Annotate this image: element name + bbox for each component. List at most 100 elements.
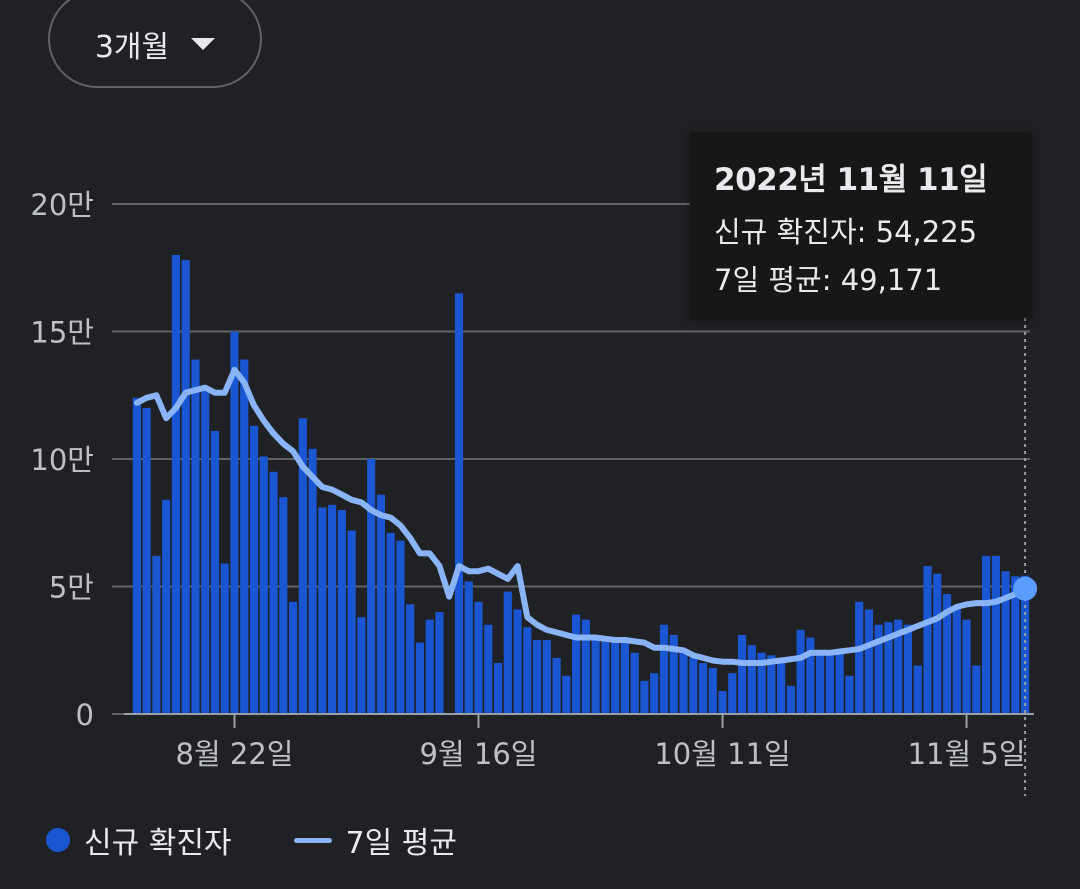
y-tick-label: 20만 bbox=[30, 188, 94, 222]
bar bbox=[777, 657, 786, 714]
bar bbox=[162, 499, 171, 714]
legend-bar-swatch-icon bbox=[46, 828, 70, 852]
bar bbox=[396, 540, 405, 714]
bar bbox=[933, 573, 942, 714]
bar bbox=[181, 260, 190, 714]
bar bbox=[903, 624, 913, 714]
bar bbox=[806, 637, 815, 714]
bar bbox=[728, 673, 737, 714]
bar bbox=[201, 387, 210, 714]
bar bbox=[298, 418, 307, 714]
bar bbox=[737, 634, 747, 714]
bar bbox=[962, 619, 971, 714]
y-tick-label: 5만 bbox=[49, 571, 94, 605]
bar bbox=[952, 606, 961, 714]
bar bbox=[816, 650, 825, 714]
bar bbox=[767, 655, 776, 714]
bar bbox=[620, 640, 630, 714]
range-selector-label: 3개월 bbox=[94, 30, 170, 65]
bar bbox=[259, 456, 268, 714]
caret-down-icon bbox=[191, 38, 216, 50]
bar bbox=[689, 657, 698, 714]
bar bbox=[601, 640, 610, 714]
bar bbox=[864, 609, 874, 714]
bar bbox=[230, 331, 239, 714]
bar bbox=[825, 655, 834, 714]
legend-line-swatch-icon bbox=[293, 837, 332, 843]
bar bbox=[425, 619, 434, 714]
bar bbox=[581, 619, 590, 714]
bar bbox=[611, 637, 620, 714]
bar bbox=[132, 397, 141, 714]
bar bbox=[572, 614, 581, 714]
bar bbox=[152, 555, 161, 714]
bars-new-cases bbox=[132, 255, 1030, 714]
bar bbox=[288, 601, 298, 714]
legend-line-label: 7일 평균 bbox=[345, 826, 457, 861]
bar bbox=[855, 601, 864, 714]
bar bbox=[454, 293, 464, 714]
y-tick-label: 0 bbox=[76, 698, 94, 732]
tooltip-new-cases-value: 54,225 bbox=[875, 215, 978, 249]
bar bbox=[669, 634, 678, 714]
y-tick-label: 10만 bbox=[30, 443, 94, 477]
tooltip-date: 2022년 11월 11일 bbox=[714, 162, 988, 198]
bar bbox=[650, 673, 659, 714]
bar bbox=[406, 604, 415, 714]
bar bbox=[630, 652, 639, 714]
bar bbox=[210, 430, 220, 714]
bar bbox=[894, 619, 903, 714]
bar bbox=[191, 359, 200, 714]
y-tick-label: 15만 bbox=[30, 316, 94, 350]
bar bbox=[484, 624, 493, 714]
bar bbox=[991, 555, 1000, 714]
bar bbox=[318, 507, 327, 714]
bar bbox=[698, 663, 708, 714]
avg-line-group bbox=[133, 366, 1029, 666]
bar bbox=[171, 255, 181, 714]
bar bbox=[493, 663, 503, 714]
bar bbox=[240, 359, 249, 714]
bar bbox=[474, 601, 483, 714]
bar bbox=[679, 652, 688, 714]
tooltip-avg: 7일 평균: 49,171 bbox=[714, 263, 943, 297]
chart-legend: 신규 확진자 7일 평균 bbox=[46, 818, 457, 862]
bar bbox=[972, 665, 981, 714]
x-tick-label: 11월 5일 bbox=[908, 737, 1026, 771]
bar bbox=[328, 504, 337, 714]
x-axis-labels: 8월 22일 9월 16일 10월 11일 11월 5일 bbox=[176, 714, 1026, 771]
bar bbox=[269, 471, 278, 714]
bar bbox=[874, 624, 883, 714]
bar bbox=[981, 555, 991, 714]
bar bbox=[279, 497, 288, 714]
bar bbox=[552, 657, 561, 714]
bar bbox=[386, 532, 395, 714]
bar bbox=[357, 617, 366, 714]
bar bbox=[337, 510, 346, 714]
bar bbox=[659, 624, 669, 714]
highlight-marker bbox=[1013, 576, 1038, 601]
bar bbox=[1001, 571, 1010, 714]
tooltip-avg-value: 49,171 bbox=[840, 263, 943, 297]
bar bbox=[786, 685, 795, 714]
tooltip-new-cases-label: 신규 확진자 bbox=[714, 215, 857, 249]
x-tick-label: 8월 22일 bbox=[176, 737, 294, 771]
x-tick-label: 9월 16일 bbox=[420, 737, 538, 771]
avg-line bbox=[133, 366, 1029, 666]
bar bbox=[757, 652, 766, 714]
bar bbox=[464, 581, 473, 714]
highlight-group bbox=[1013, 318, 1038, 796]
bar bbox=[532, 640, 542, 714]
bar bbox=[640, 680, 649, 714]
bar bbox=[835, 652, 844, 714]
bar bbox=[591, 637, 600, 714]
range-selector-button[interactable]: 3개월 bbox=[48, 0, 262, 88]
tooltip-avg-label: 7일 평균 bbox=[714, 263, 822, 297]
bar bbox=[1011, 576, 1020, 714]
x-tick-label: 10월 11일 bbox=[654, 737, 790, 771]
bar bbox=[942, 594, 952, 714]
bar bbox=[562, 675, 571, 714]
bar bbox=[523, 627, 532, 714]
tooltip-new-cases: 신규 확진자: 54,225 bbox=[714, 215, 978, 249]
